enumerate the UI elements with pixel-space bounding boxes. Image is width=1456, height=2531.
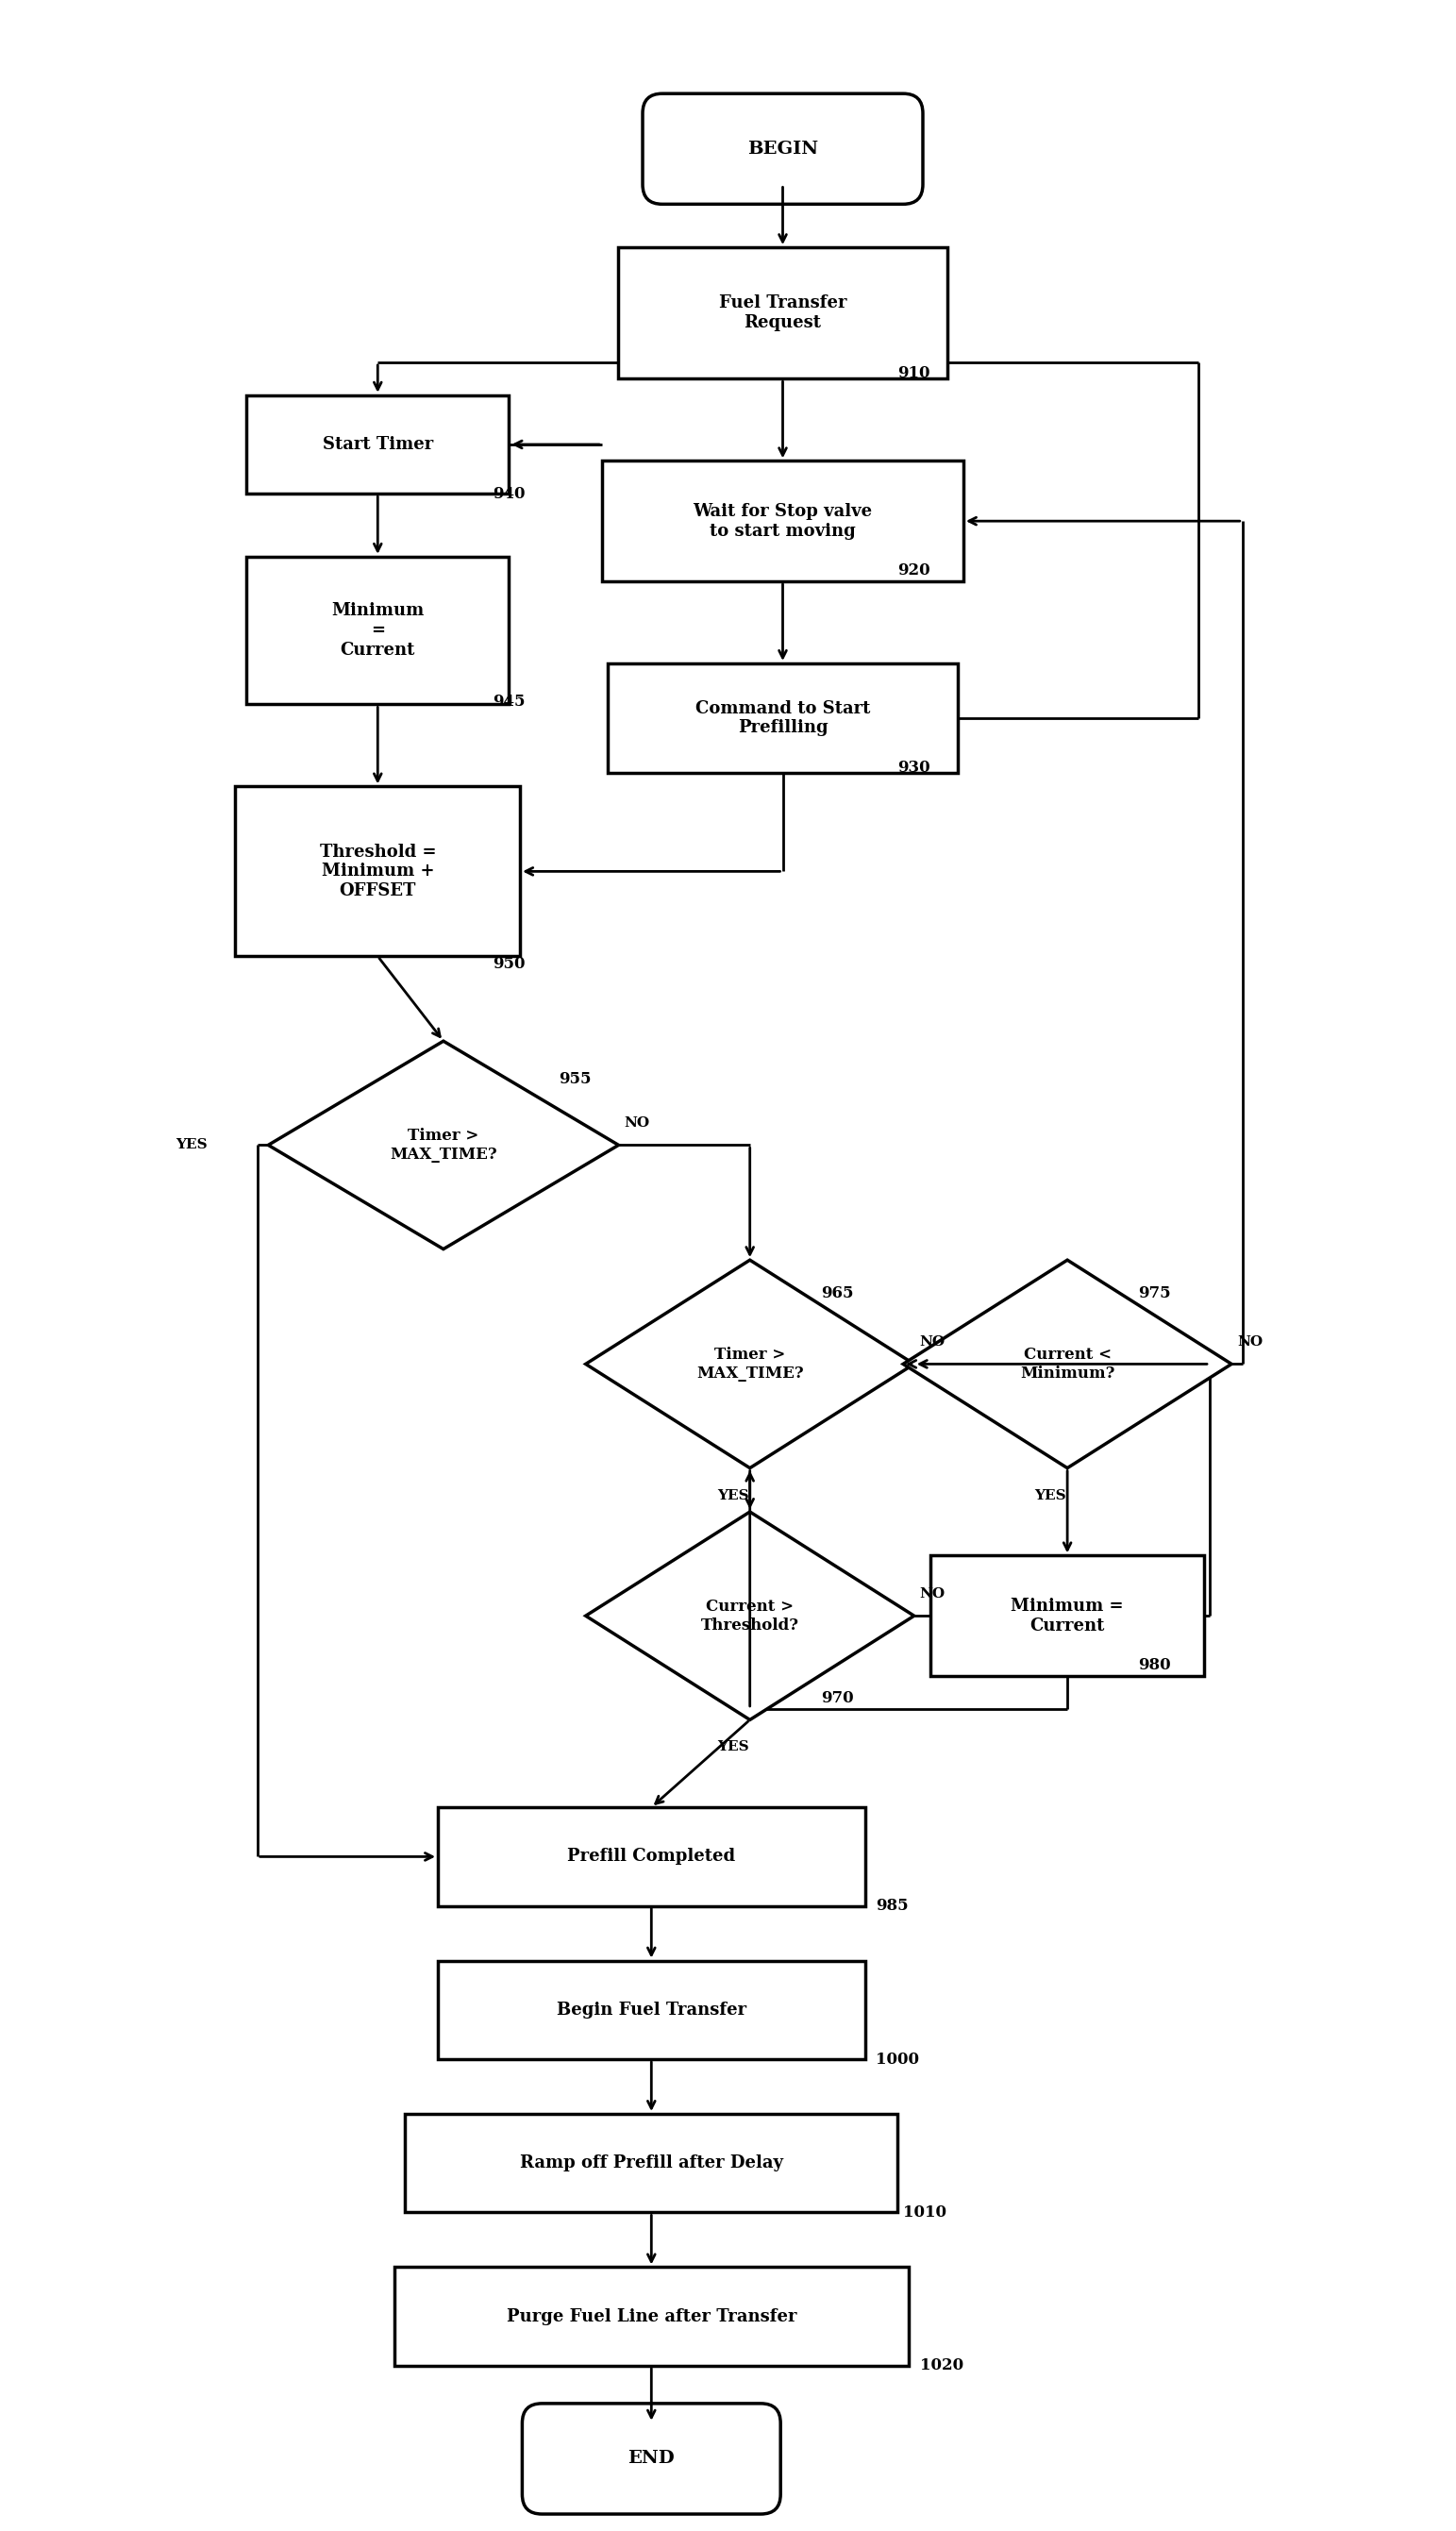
Polygon shape [268,1040,619,1250]
Text: 980: 980 [1139,1658,1171,1673]
Text: 1000: 1000 [875,2050,919,2068]
Bar [607,663,958,772]
Text: Fuel Transfer
Request: Fuel Transfer Request [719,294,846,332]
Text: Command to Start
Prefilling: Command to Start Prefilling [696,701,871,737]
Text: 930: 930 [898,759,930,774]
Text: 920: 920 [898,562,930,580]
Text: 970: 970 [821,1691,853,1706]
Text: NO: NO [625,1116,649,1129]
Text: 950: 950 [492,957,526,972]
Text: YES: YES [716,1741,748,1754]
Text: 1020: 1020 [920,2359,962,2374]
Text: 940: 940 [492,486,526,501]
Text: Threshold =
Minimum +
OFFSET: Threshold = Minimum + OFFSET [319,843,435,899]
Text: 945: 945 [492,693,526,709]
Text: 910: 910 [898,364,930,382]
Bar [930,1557,1204,1676]
Text: Current <
Minimum?: Current < Minimum? [1021,1346,1115,1382]
Text: Start Timer: Start Timer [322,435,432,453]
Text: 965: 965 [821,1286,853,1301]
Text: Minimum
=
Current: Minimum = Current [332,602,424,658]
Text: Wait for Stop valve
to start moving: Wait for Stop valve to start moving [693,504,872,539]
Text: YES: YES [175,1139,207,1152]
Text: YES: YES [716,1488,748,1501]
Text: 1010: 1010 [903,2205,946,2220]
Bar [603,461,964,582]
Text: Ramp off Prefill after Delay: Ramp off Prefill after Delay [520,2154,783,2172]
FancyBboxPatch shape [523,2404,780,2513]
Text: Purge Fuel Line after Transfer: Purge Fuel Line after Transfer [507,2308,796,2326]
Polygon shape [585,1260,914,1468]
Text: NO: NO [920,1336,945,1349]
Text: Prefill Completed: Prefill Completed [568,1848,735,1865]
Bar [405,2113,898,2212]
Bar [438,1807,865,1906]
Text: 985: 985 [875,1898,909,1913]
Polygon shape [585,1511,914,1721]
Bar [438,1962,865,2060]
Text: Current >
Threshold?: Current > Threshold? [700,1600,799,1632]
Text: Timer >
MAX_TIME?: Timer > MAX_TIME? [696,1346,804,1382]
Text: 975: 975 [1139,1286,1171,1301]
Text: NO: NO [1238,1336,1262,1349]
Text: BEGIN: BEGIN [747,139,818,157]
Text: Begin Fuel Transfer: Begin Fuel Transfer [556,2002,747,2017]
Text: END: END [628,2450,674,2468]
Bar [246,557,510,704]
Polygon shape [903,1260,1232,1468]
Bar [246,395,510,494]
FancyBboxPatch shape [642,94,923,205]
Text: YES: YES [1035,1488,1066,1501]
Bar [395,2268,909,2366]
Bar [236,787,520,957]
Bar [619,248,946,380]
Text: 955: 955 [558,1071,591,1088]
Text: Minimum =
Current: Minimum = Current [1010,1597,1124,1635]
Text: Timer >
MAX_TIME?: Timer > MAX_TIME? [390,1129,496,1162]
Text: NO: NO [920,1587,945,1600]
